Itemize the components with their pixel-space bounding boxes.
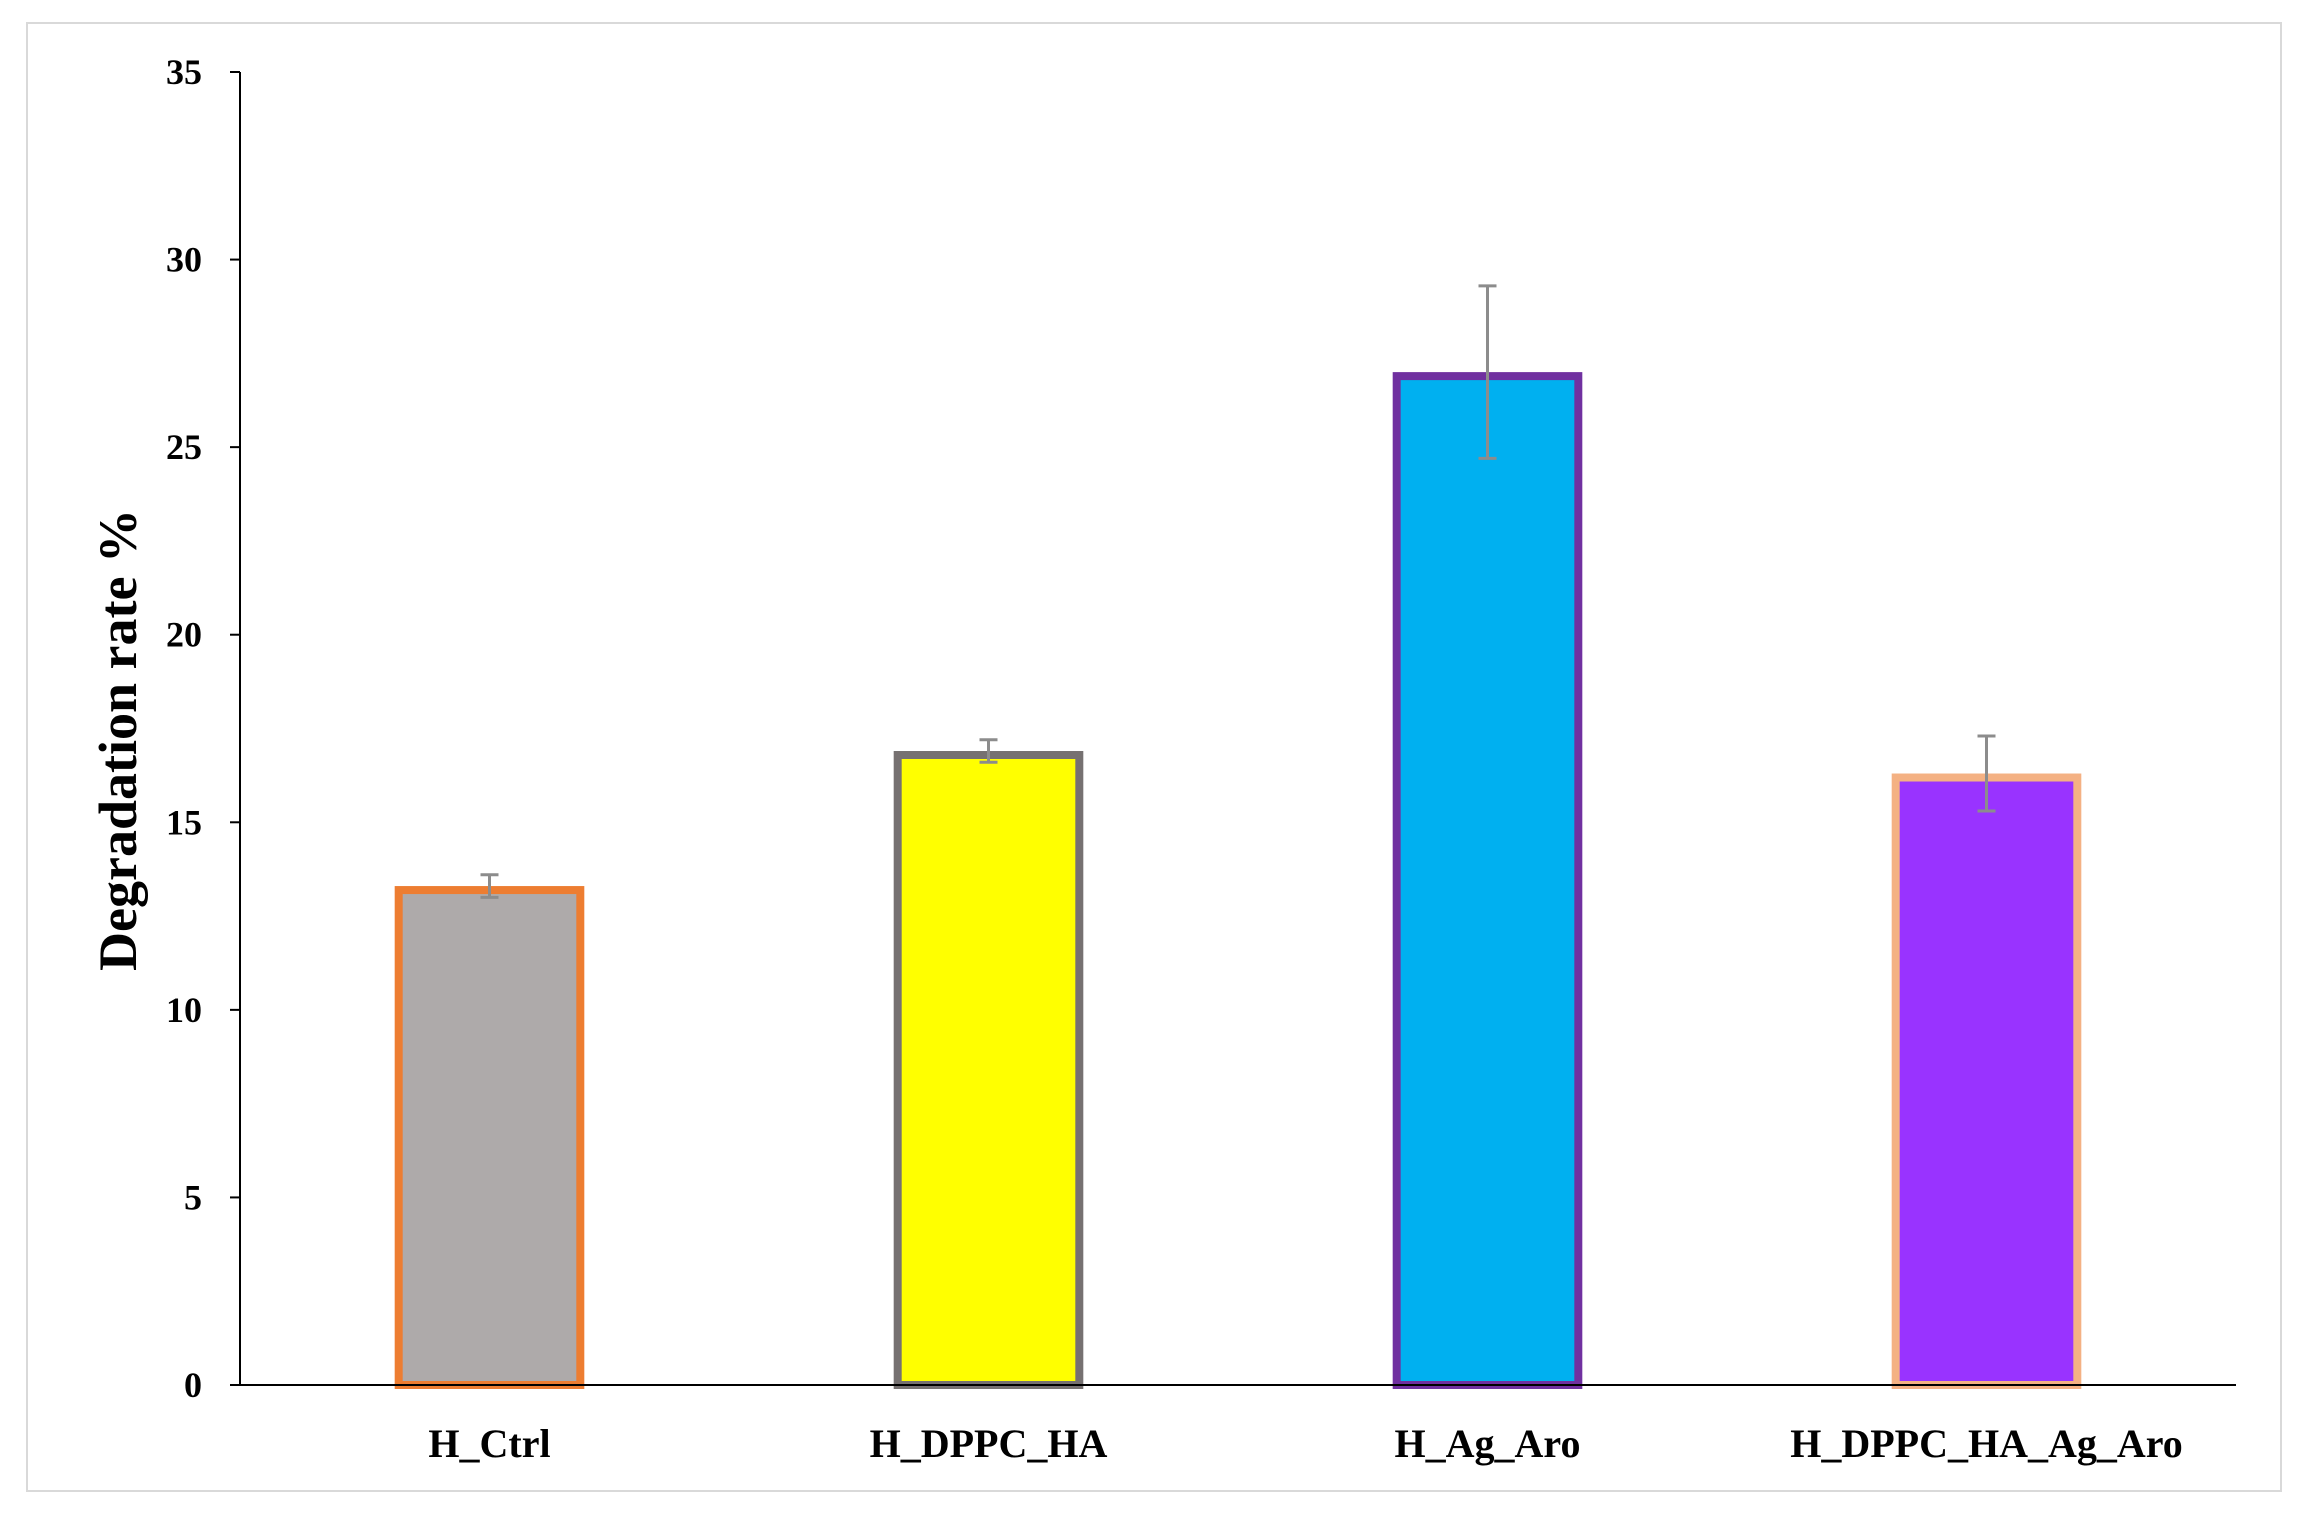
error-bar <box>480 873 499 899</box>
bars <box>394 372 2082 1390</box>
x-axis-category-labels: H_Ctrl H_DPPC_HA H_Ag_Aro H_DPPC_HA_Ag_Aro <box>428 1421 2182 1466</box>
error-bar <box>1478 284 1497 460</box>
error-bar <box>1977 734 1996 813</box>
y-tick-label: 0 <box>184 1365 202 1405</box>
error-bar <box>979 738 998 764</box>
bar-h-ctrl <box>394 886 585 1389</box>
error-bars <box>480 284 1996 899</box>
y-tick-label: 20 <box>166 615 202 655</box>
x-category-label: H_Ctrl <box>428 1421 550 1466</box>
bar-h-dppc-ha-ag-aro <box>1891 773 2082 1389</box>
y-axis-ticks: 0 5 10 15 20 25 30 35 <box>166 52 240 1405</box>
bar-h-ag-aro <box>1392 372 1583 1390</box>
y-tick-label: 25 <box>166 427 202 467</box>
bar-h-dppc-ha <box>893 751 1084 1389</box>
y-tick-label: 35 <box>166 52 202 92</box>
axes <box>239 72 2236 1386</box>
x-category-label: H_DPPC_HA <box>870 1421 1108 1466</box>
y-axis-title: Degradation rate % <box>88 509 148 971</box>
y-tick-label: 5 <box>184 1177 202 1217</box>
y-tick-label: 30 <box>166 240 202 280</box>
x-category-label: H_DPPC_HA_Ag_Aro <box>1790 1421 2183 1466</box>
y-tick-label: 10 <box>166 990 202 1030</box>
y-tick-label: 15 <box>166 802 202 842</box>
x-category-label: H_Ag_Aro <box>1395 1421 1581 1466</box>
